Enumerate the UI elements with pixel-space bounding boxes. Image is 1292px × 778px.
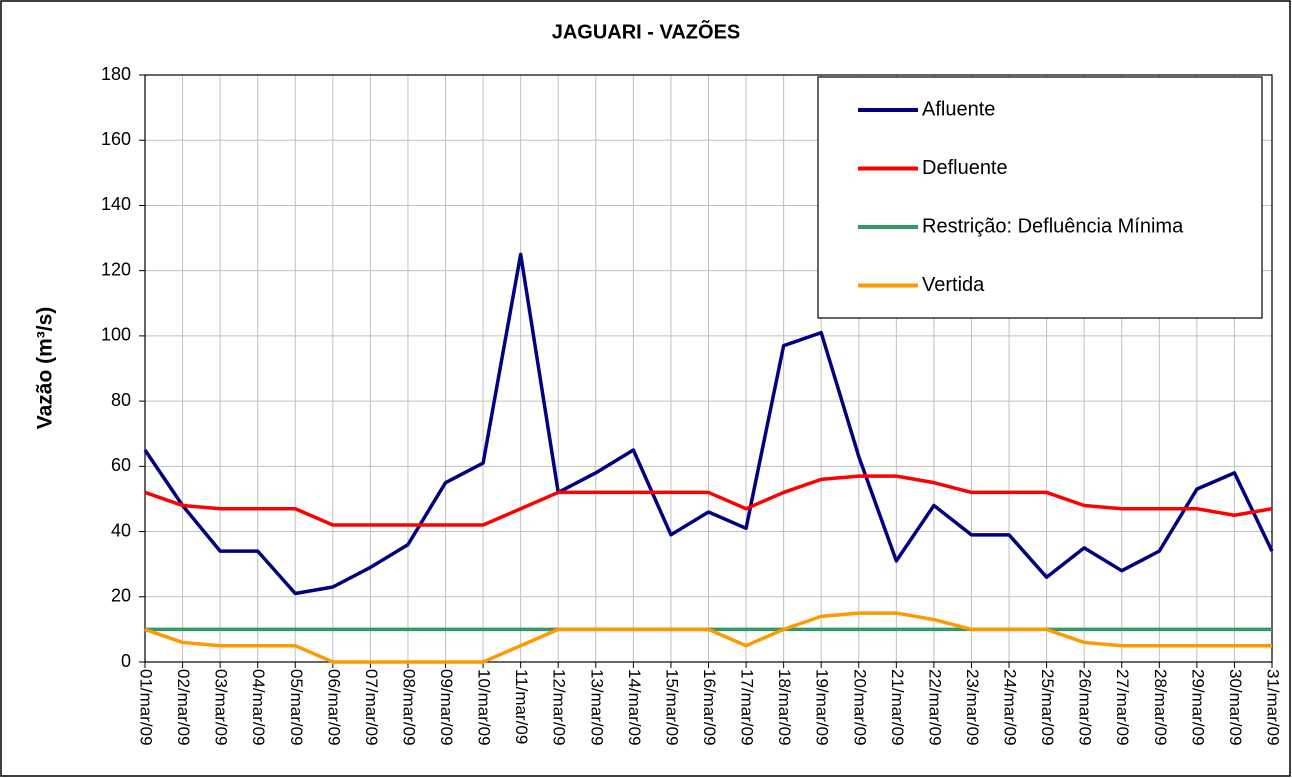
y-tick-label: 0 [121, 651, 131, 671]
x-tick-label: 29/mar/09 [1188, 669, 1207, 746]
x-tick-label: 09/mar/09 [437, 669, 456, 746]
x-tick-label: 19/mar/09 [813, 669, 832, 746]
y-tick-label: 40 [111, 520, 131, 540]
x-tick-label: 14/mar/09 [625, 669, 644, 746]
y-axis-label: Vazão (m³/s) [34, 307, 57, 430]
x-tick-label: 12/mar/09 [550, 669, 569, 746]
legend-label: Vertida [922, 274, 985, 296]
x-tick-label: 17/mar/09 [738, 669, 757, 746]
x-tick-label: 06/mar/09 [324, 669, 343, 746]
x-tick-label: 01/mar/09 [137, 669, 156, 746]
legend-label: Restrição: Defluência Mínima [922, 215, 1184, 237]
x-tick-label: 21/mar/09 [888, 669, 907, 746]
x-tick-label: 31/mar/09 [1264, 669, 1283, 746]
legend-box [817, 76, 1263, 319]
x-tick-label: 11/mar/09 [512, 669, 531, 744]
line-series [144, 474, 1273, 527]
x-tick-label: 18/mar/09 [775, 669, 794, 746]
x-tick-label: 23/mar/09 [963, 669, 982, 746]
chart-title: JAGUARI - VAZÕES [552, 19, 741, 43]
y-tick-label: 20 [111, 586, 131, 606]
legend-label: Afluente [922, 98, 995, 120]
line-series [144, 611, 1272, 664]
x-tick-label: 22/mar/09 [925, 669, 944, 746]
x-tick-label: 07/mar/09 [362, 669, 381, 746]
x-tick-label: 27/mar/09 [1113, 669, 1132, 746]
x-tick-label: 04/mar/09 [249, 669, 268, 746]
x-tick-label: 10/mar/09 [475, 669, 494, 746]
x-tick-label: 08/mar/09 [399, 669, 418, 746]
x-tick-label: 26/mar/09 [1076, 669, 1095, 746]
x-tick-label: 13/mar/09 [587, 669, 606, 746]
line-series [143, 252, 1274, 596]
y-tick-label: 80 [111, 390, 131, 410]
x-tick-label: 24/mar/09 [1001, 669, 1020, 746]
x-tick-label: 28/mar/09 [1151, 669, 1170, 746]
y-tick-label: 160 [101, 129, 131, 149]
legend-label: Defluente [922, 157, 1008, 179]
x-tick-label: 15/mar/09 [662, 669, 681, 746]
y-tick-label: 140 [101, 194, 131, 214]
y-tick-label: 100 [101, 325, 131, 345]
x-tick-label: 16/mar/09 [700, 669, 719, 746]
x-tick-label: 20/mar/09 [850, 669, 869, 746]
y-tick-label: 60 [111, 455, 131, 475]
x-tick-label: 30/mar/09 [1226, 669, 1245, 746]
x-tick-label: 05/mar/09 [287, 669, 306, 746]
y-tick-label: 180 [101, 64, 131, 84]
x-tick-label: 03/mar/09 [212, 669, 231, 746]
y-tick-label: 120 [101, 259, 131, 279]
x-tick-label: 25/mar/09 [1038, 669, 1057, 746]
x-tick-label: 02/mar/09 [174, 669, 193, 746]
